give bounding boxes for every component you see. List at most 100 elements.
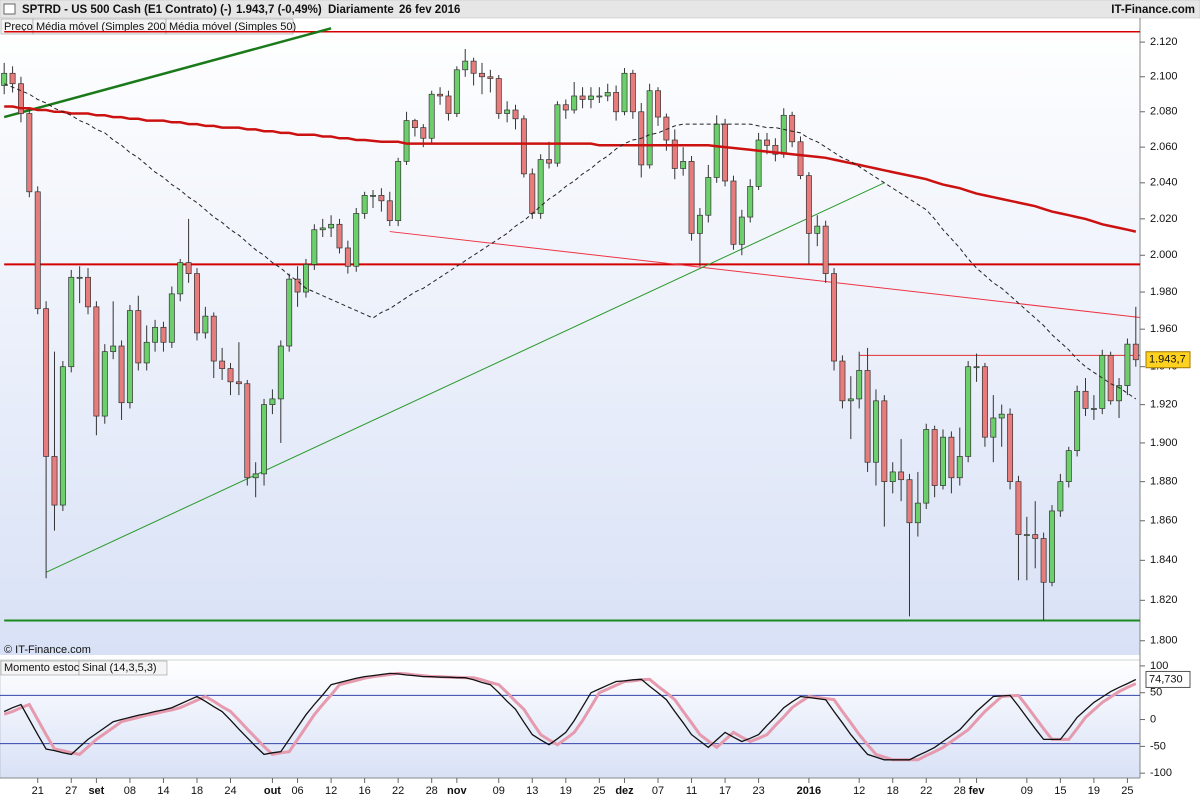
y-tick-label: 2.020 (1150, 213, 1178, 225)
y-tick-label: 2.120 (1150, 36, 1178, 48)
x-tick-label: 18 (191, 785, 203, 797)
y-tick-label: 1.900 (1150, 437, 1178, 449)
candle-body (805, 175, 812, 234)
candle-body (1107, 355, 1114, 402)
candle-body (101, 351, 108, 417)
candle-body (110, 345, 117, 353)
candle-body (135, 310, 142, 364)
candle-body (923, 429, 930, 504)
candle-body (227, 368, 234, 383)
candle-body (738, 216, 745, 245)
x-tick-label: 12 (325, 785, 337, 797)
candle-body (428, 93, 435, 139)
candle-body (621, 72, 628, 113)
legend-box (78, 660, 168, 676)
candle-body (194, 273, 200, 334)
legend-entry: Sinal (14,3,5,3) (82, 662, 157, 674)
candle-body (202, 315, 209, 334)
candle-body (1132, 343, 1139, 361)
candle-body (520, 118, 527, 175)
x-tick-label: 28 (954, 785, 966, 797)
y-tick-label: 50 (1150, 687, 1162, 699)
candle-body (613, 92, 620, 113)
candle-body (931, 429, 938, 486)
legend-entry: Preço (4, 21, 33, 33)
candle-body (1023, 534, 1030, 536)
candle-body (59, 366, 66, 506)
x-tick-label: 12 (853, 785, 865, 797)
candle-body (34, 191, 41, 310)
x-tick-label: 19 (1088, 785, 1100, 797)
candle-body (864, 370, 871, 463)
legend-entry: Momento estoc (4, 662, 80, 674)
candle-body (680, 161, 687, 169)
x-tick-label: 17 (719, 785, 731, 797)
candle-body (495, 78, 502, 114)
last-value-label: 1.943,7 (1149, 354, 1186, 366)
candle-body (386, 200, 393, 222)
candle-body (772, 144, 779, 155)
candle-body (336, 223, 343, 249)
y-tick-label: 1.880 (1150, 476, 1178, 488)
candle-body (303, 264, 309, 293)
candle-body (579, 95, 586, 100)
candle-body (235, 381, 242, 385)
x-tick-label: 25 (593, 785, 605, 797)
y-tick-label: -50 (1150, 740, 1166, 752)
candle-body (696, 214, 703, 234)
header-icon (3, 3, 16, 15)
candle-body (646, 90, 653, 166)
candle-body (856, 370, 863, 400)
x-tick-label: 18 (887, 785, 899, 797)
candle-body (730, 180, 737, 245)
y-tick-label: 1.980 (1150, 286, 1178, 298)
candle-body (93, 306, 100, 417)
candle-body (688, 161, 695, 234)
x-tick-label: out (264, 785, 281, 797)
candle-body (814, 225, 821, 234)
drawn-line (3, 27, 332, 119)
candle-body (1015, 481, 1022, 535)
candle-body (470, 60, 477, 74)
brand: IT-Finance.com (1111, 4, 1195, 16)
candle-body (789, 114, 796, 143)
candle-body (26, 113, 33, 193)
candle-body (596, 95, 603, 98)
candle-body (537, 159, 544, 214)
candle-body (261, 404, 267, 475)
candle-body (43, 308, 50, 457)
candle-body (562, 104, 569, 111)
candle-body (160, 326, 167, 343)
x-tick-label: 09 (1021, 785, 1033, 797)
x-tick-label: 11 (686, 785, 697, 797)
legend-box (165, 18, 294, 35)
candle-body (185, 262, 192, 274)
candle-body (370, 195, 376, 197)
y-tick-label: 2.100 (1150, 71, 1178, 83)
y-tick-label: 2.060 (1150, 141, 1178, 153)
series-line (4, 83, 1137, 400)
candle-body (487, 76, 494, 79)
drawn-line (45, 182, 885, 573)
candle-body (252, 473, 259, 479)
candle-body (940, 436, 946, 486)
candle-body (797, 141, 804, 176)
y-tick-label: 1.800 (1150, 635, 1178, 647)
x-tick-label: 06 (291, 785, 303, 797)
plot-area (1, 27, 1140, 622)
candle-body (1074, 390, 1081, 451)
candle-body (1040, 538, 1047, 583)
x-tick-label: set (88, 785, 104, 797)
x-tick-label: 22 (920, 785, 932, 797)
candle-body (981, 366, 988, 438)
candle-body (437, 93, 444, 97)
candle-body (68, 276, 75, 368)
y-tick-label: 1.960 (1150, 323, 1178, 335)
x-tick-label: dez (615, 785, 634, 797)
candle-body (152, 326, 159, 343)
candle-body (764, 139, 770, 146)
candle-body (956, 456, 963, 479)
candle-body (998, 413, 1005, 419)
candle-body (881, 400, 888, 482)
